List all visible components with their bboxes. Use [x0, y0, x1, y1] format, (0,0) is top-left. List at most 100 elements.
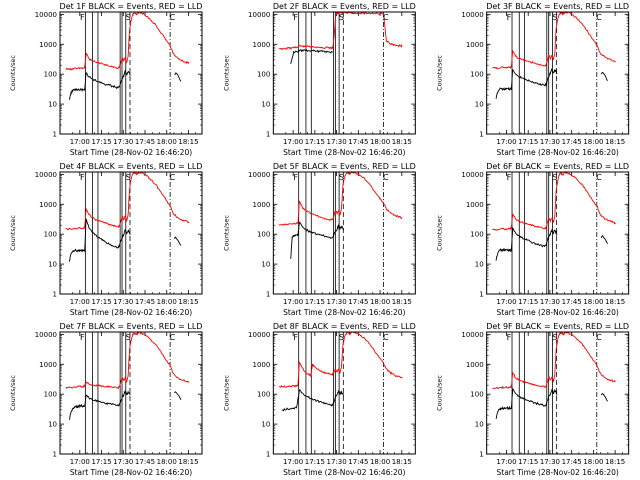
y-tick-label: 10000 — [35, 171, 57, 179]
marker-top-label: F — [507, 333, 512, 342]
x-tick-label: 18:00 — [157, 458, 177, 466]
x-tick-label: 17:00 — [283, 458, 303, 466]
plot-frame — [486, 11, 630, 135]
plot-area — [278, 332, 403, 454]
x-tick-label: 17:00 — [283, 298, 303, 306]
series-events-line — [495, 226, 558, 261]
series-events-late-line — [174, 391, 182, 401]
plot-frame — [59, 331, 203, 455]
x-tick-label: 17:45 — [562, 138, 582, 146]
panel-title: Det 9F BLACK = Events, RED = LLD — [486, 322, 629, 331]
x-tick-label: 17:45 — [135, 298, 155, 306]
y-axis-label: Counts/sec — [9, 55, 17, 91]
plot-area — [65, 172, 190, 294]
x-tick-label: 18:15 — [392, 298, 412, 306]
x-tick-label: 17:30 — [540, 458, 560, 466]
x-axis-label: Start Time (28-Nov-02 16:46:20) — [70, 148, 192, 157]
panel-det-7: Det 7F BLACK = Events, RED = LLD Counts/s… — [9, 322, 203, 477]
y-tick-label: 10000 — [461, 171, 483, 179]
marker-top-label: F — [507, 13, 512, 22]
marker-top-label: S — [126, 13, 131, 22]
series-events-late-line — [174, 236, 182, 246]
y-tick-label: 100 — [470, 231, 483, 239]
x-tick-label: 17:00 — [70, 298, 90, 306]
x-tick-label: 17:30 — [327, 138, 347, 146]
y-tick-label: 10 — [261, 421, 270, 429]
series-events-late-line — [600, 234, 608, 244]
x-tick-label: 17:30 — [113, 458, 133, 466]
series-lld-line — [492, 12, 616, 70]
marker-top-label: C — [596, 173, 602, 182]
x-tick-label: 17:45 — [348, 298, 368, 306]
y-tick-label: 1 — [266, 451, 270, 459]
x-axis-label: Start Time (28-Nov-02 16:46:20) — [497, 468, 619, 477]
marker-top-label: C — [383, 13, 389, 22]
marker-top-label: F — [293, 333, 298, 342]
y-tick-label: 10000 — [461, 11, 483, 19]
plot-frame — [272, 11, 416, 135]
panel-title: Det 4F BLACK = Events, RED = LLD — [60, 162, 203, 171]
series-events-line — [290, 221, 345, 259]
x-tick-label: 17:15 — [518, 298, 538, 306]
y-tick-label: 10 — [475, 101, 484, 109]
y-tick-label: 10 — [48, 101, 57, 109]
y-axis-label: Counts/sec — [436, 215, 444, 251]
y-tick-label: 100 — [257, 71, 270, 79]
series-events-late-line — [174, 72, 182, 82]
marker-top-label: S — [339, 173, 344, 182]
x-tick-label: 18:00 — [157, 138, 177, 146]
series-lld-line — [65, 332, 190, 390]
y-tick-label: 1 — [479, 451, 483, 459]
y-tick-label: 10000 — [248, 171, 270, 179]
y-tick-label: 10000 — [248, 331, 270, 339]
x-tick-label: 17:00 — [283, 138, 303, 146]
series-lld-line — [278, 332, 403, 388]
x-tick-label: 17:30 — [113, 138, 133, 146]
y-axis-label: Counts/sec — [222, 215, 230, 251]
x-tick-label: 18:00 — [583, 458, 603, 466]
y-tick-label: 1 — [479, 131, 483, 139]
marker-top-label: S — [339, 333, 344, 342]
panel-title: Det 8F BLACK = Events, RED = LLD — [273, 322, 416, 331]
marker-top-label: S — [126, 173, 131, 182]
x-tick-label: 18:00 — [157, 298, 177, 306]
panel-title: Det 7F BLACK = Events, RED = LLD — [60, 322, 203, 331]
marker-top-label: C — [383, 173, 389, 182]
y-tick-label: 10000 — [35, 11, 57, 19]
marker-top-label: F — [80, 333, 85, 342]
plot-frame — [272, 171, 416, 295]
series-events-line — [495, 67, 558, 99]
y-tick-label: 100 — [44, 71, 57, 79]
y-tick-label: 10 — [261, 261, 270, 269]
marker-top-label: S — [552, 13, 557, 22]
x-tick-label: 17:15 — [305, 458, 325, 466]
series-lld-line — [278, 172, 403, 226]
y-tick-label: 100 — [470, 391, 483, 399]
x-tick-label: 17:00 — [70, 458, 90, 466]
panel-title: Det 5F BLACK = Events, RED = LLD — [273, 162, 416, 171]
x-tick-label: 17:00 — [496, 298, 516, 306]
y-tick-label: 10000 — [461, 331, 483, 339]
y-axis-label: Counts/sec — [222, 55, 230, 91]
y-tick-label: 100 — [44, 391, 57, 399]
x-tick-label: 17:15 — [91, 138, 111, 146]
panel-det-1: Det 1F BLACK = Events, RED = LLD Counts/s… — [9, 2, 203, 157]
y-tick-label: 1000 — [39, 201, 57, 209]
marker-top-label: S — [339, 13, 344, 22]
x-tick-label: 18:00 — [583, 298, 603, 306]
y-tick-label: 1000 — [466, 361, 484, 369]
x-tick-label: 18:15 — [392, 138, 412, 146]
x-axis-label: Start Time (28-Nov-02 16:46:20) — [70, 468, 192, 477]
series-lld-line — [65, 12, 190, 71]
x-tick-label: 18:15 — [605, 138, 625, 146]
series-events-line — [69, 390, 131, 421]
y-tick-label: 1000 — [466, 41, 484, 49]
y-tick-label: 10 — [475, 261, 484, 269]
x-axis-label: Start Time (28-Nov-02 16:46:20) — [283, 468, 405, 477]
y-tick-label: 10 — [475, 421, 484, 429]
panel-det-4: Det 4F BLACK = Events, RED = LLD Counts/s… — [9, 162, 203, 317]
y-tick-label: 1 — [479, 291, 483, 299]
marker-top-label: C — [170, 333, 176, 342]
x-tick-label: 17:15 — [305, 298, 325, 306]
